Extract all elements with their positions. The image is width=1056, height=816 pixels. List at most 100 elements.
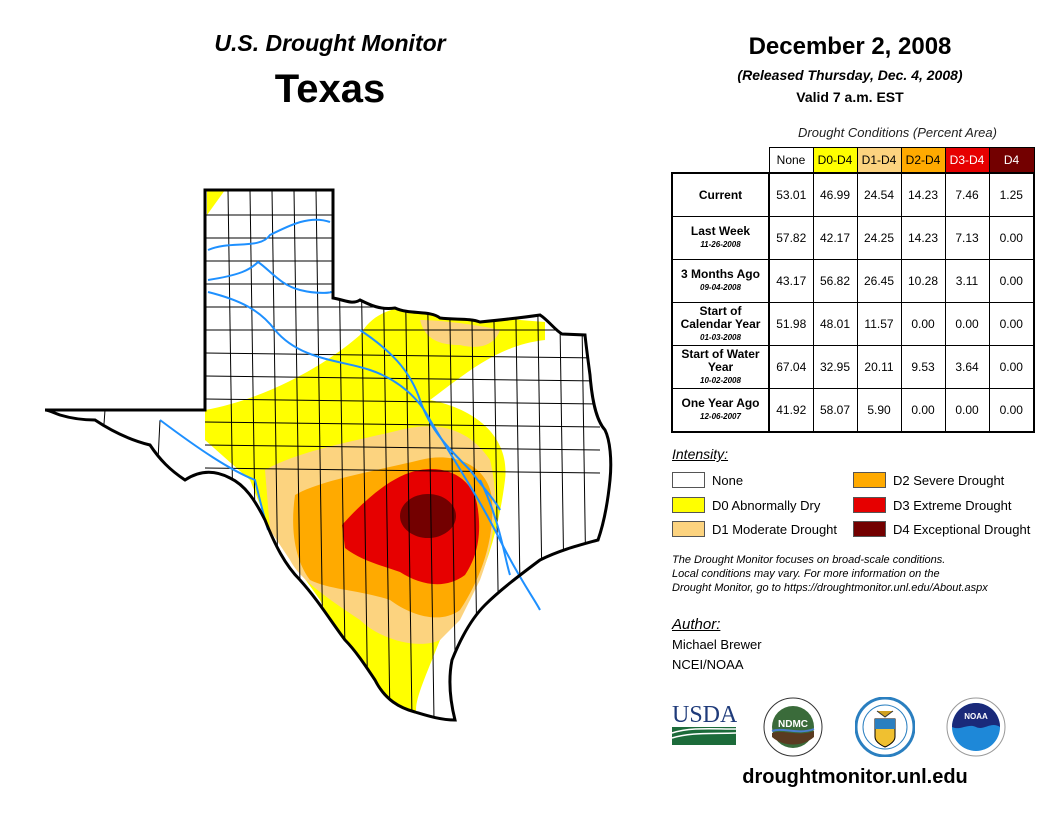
map-date: December 2, 2008 xyxy=(748,33,952,60)
legend-swatch xyxy=(853,497,886,513)
cell-none: 43.17 xyxy=(768,259,814,303)
cell-none: 41.92 xyxy=(768,388,814,433)
cell-none: 67.04 xyxy=(768,345,814,389)
cell-d3-d4: 3.11 xyxy=(944,259,990,303)
row-date: 12-06-2007 xyxy=(700,412,741,421)
legend-label: D1 Moderate Drought xyxy=(712,521,838,537)
row-label: 3 Months Ago 09-04-2008 xyxy=(671,259,770,303)
county-line xyxy=(204,421,601,428)
ndmc-logo: NDMC xyxy=(763,697,823,757)
cell-d3-d4: 7.13 xyxy=(944,216,990,260)
row-date: 09-04-2008 xyxy=(700,283,741,292)
table-caption: Drought Conditions (Percent Area) xyxy=(798,125,997,140)
legend-item-d1: D1 Moderate Drought xyxy=(672,521,837,537)
legend-item-d0: D0 Abnormally Dry xyxy=(672,497,820,513)
rivers xyxy=(159,218,541,611)
legend-swatch xyxy=(853,521,886,537)
cell-d1-d4: 20.11 xyxy=(856,345,902,389)
row-label: Start of Water Year 10-02-2008 xyxy=(671,345,770,389)
row-label: One Year Ago 12-06-2007 xyxy=(671,388,770,433)
river-pecos xyxy=(159,419,269,531)
commerce-seal-logo xyxy=(855,697,915,757)
row-label: Last Week 11-26-2008 xyxy=(671,216,770,260)
cell-d4: 0.00 xyxy=(988,388,1035,433)
author-name: Michael Brewer xyxy=(672,637,762,652)
legend-swatch xyxy=(672,497,705,513)
cell-d0-d4: 56.82 xyxy=(812,259,858,303)
cell-d1-d4: 24.54 xyxy=(856,172,902,217)
legend-item-d4: D4 Exceptional Drought xyxy=(853,521,1030,537)
cell-d2-d4: 0.00 xyxy=(900,388,946,433)
cell-d1-d4: 26.45 xyxy=(856,259,902,303)
table-row: Current 53.01 46.99 24.54 14.23 7.46 1.25 xyxy=(671,172,1035,217)
disclaimer-note: The Drought Monitor focuses on broad-sca… xyxy=(672,554,988,594)
noaa-logo: NOAA xyxy=(946,697,1006,757)
county-line xyxy=(204,352,601,359)
county-line xyxy=(204,444,601,451)
state-title: Texas xyxy=(274,67,386,111)
area-d1-north xyxy=(420,320,500,347)
svg-text:NOAA: NOAA xyxy=(964,712,988,721)
texas-drought-map xyxy=(44,188,613,722)
table-row: 3 Months Ago 09-04-2008 43.17 56.82 26.45 10.… xyxy=(671,259,1035,303)
legend-swatch xyxy=(672,521,705,537)
county-line xyxy=(204,375,601,382)
legend-item-d2: D2 Severe Drought xyxy=(853,472,1004,488)
cell-d0-d4: 42.17 xyxy=(812,216,858,260)
cell-d1-d4: 24.25 xyxy=(856,216,902,260)
county-line xyxy=(184,479,251,561)
row-date: 01-03-2008 xyxy=(700,332,741,342)
cell-d2-d4: 10.28 xyxy=(900,259,946,303)
cell-d4: 1.25 xyxy=(988,172,1035,217)
cell-none: 51.98 xyxy=(768,302,814,346)
release-date: (Released Thursday, Dec. 4, 2008) xyxy=(737,67,963,83)
river-brazos xyxy=(207,291,541,611)
cell-d4: 0.00 xyxy=(988,345,1035,389)
cell-d2-d4: 14.23 xyxy=(900,216,946,260)
col-d1-d4: D1-D4 xyxy=(856,147,902,174)
col-d3-d4: D3-D4 xyxy=(944,147,990,174)
cell-d2-d4: 9.53 xyxy=(900,345,946,389)
cell-d0-d4: 48.01 xyxy=(812,302,858,346)
cell-d1-d4: 5.90 xyxy=(856,388,902,433)
row-date: 11-26-2008 xyxy=(700,240,741,249)
row-label: Start of Calendar Year 01-03-2008 xyxy=(671,302,770,346)
svg-text:NDMC: NDMC xyxy=(778,719,808,730)
author-title: Author: xyxy=(672,616,721,633)
legend-swatch xyxy=(672,472,705,488)
legend-item-none: None xyxy=(672,472,743,488)
table-header-row: None D0-D4 D1-D4 D2-D4 D3-D4 D4 xyxy=(672,147,1035,174)
area-d0-panhandle xyxy=(207,190,225,215)
col-d4: D4 xyxy=(988,147,1035,174)
author-org: NCEI/NOAA xyxy=(672,657,744,672)
cell-none: 53.01 xyxy=(768,172,814,217)
texas-outline xyxy=(44,188,613,722)
legend-swatch xyxy=(853,472,886,488)
cell-d3-d4: 0.00 xyxy=(944,302,990,346)
legend-label: D2 Severe Drought xyxy=(893,472,1005,488)
river-red-fork xyxy=(207,260,332,294)
map-title: U.S. Drought Monitor xyxy=(214,30,446,56)
svg-text:USDA: USDA xyxy=(672,702,737,728)
table-row: Last Week 11-26-2008 57.82 42.17 24.25 14.23 7… xyxy=(671,216,1035,260)
cell-d1-d4: 11.57 xyxy=(856,302,902,346)
row-date: 10-02-2008 xyxy=(700,375,741,385)
drought-conditions-table: None D0-D4 D1-D4 D2-D4 D3-D4 D4 Current 5… xyxy=(671,147,1035,433)
col-d0-d4: D0-D4 xyxy=(812,147,858,174)
river-sabine xyxy=(479,479,511,576)
cell-d0-d4: 32.95 xyxy=(812,345,858,389)
county-line xyxy=(204,398,601,405)
table-row: Start of Calendar Year 01-03-2008 51.98 48.… xyxy=(671,302,1035,346)
col-d2-d4: D2-D4 xyxy=(900,147,946,174)
cell-d0-d4: 46.99 xyxy=(812,172,858,217)
website-url[interactable]: droughtmonitor.unl.edu xyxy=(742,766,968,788)
table-row: Start of Water Year 10-02-2008 67.04 32.95 2… xyxy=(671,345,1035,389)
legend-label: None xyxy=(712,472,744,488)
cell-d3-d4: 7.46 xyxy=(944,172,990,217)
cell-none: 57.82 xyxy=(768,216,814,260)
river-colorado xyxy=(359,329,501,511)
area-d4 xyxy=(400,494,456,538)
legend-label: D0 Abnormally Dry xyxy=(712,497,821,513)
cell-d4: 0.00 xyxy=(988,302,1035,346)
legend-item-d3: D3 Extreme Drought xyxy=(853,497,1012,513)
